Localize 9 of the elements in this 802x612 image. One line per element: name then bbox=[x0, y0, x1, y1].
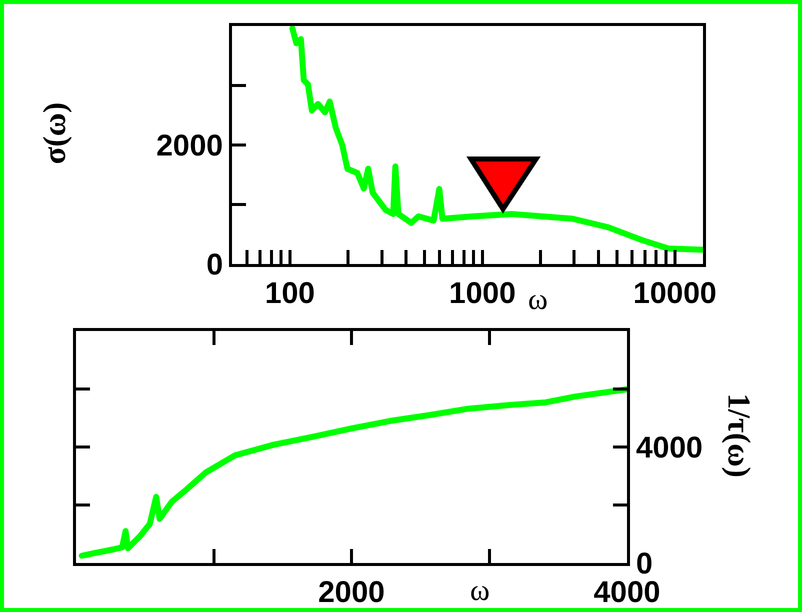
x-tick-label: 10000 bbox=[633, 277, 717, 310]
x-tick-label: 1000 bbox=[449, 277, 516, 310]
x-axis-title: ω bbox=[528, 283, 548, 316]
y-tick-label: 0 bbox=[206, 248, 223, 282]
x-tick-label: 100 bbox=[264, 277, 315, 310]
y-axis-title: σ(ω) bbox=[36, 102, 72, 164]
y-axis-title: 1/τ(ω) bbox=[722, 393, 758, 478]
y-tick-label: 0 bbox=[636, 548, 653, 580]
x-axis-title: ω bbox=[470, 574, 490, 607]
